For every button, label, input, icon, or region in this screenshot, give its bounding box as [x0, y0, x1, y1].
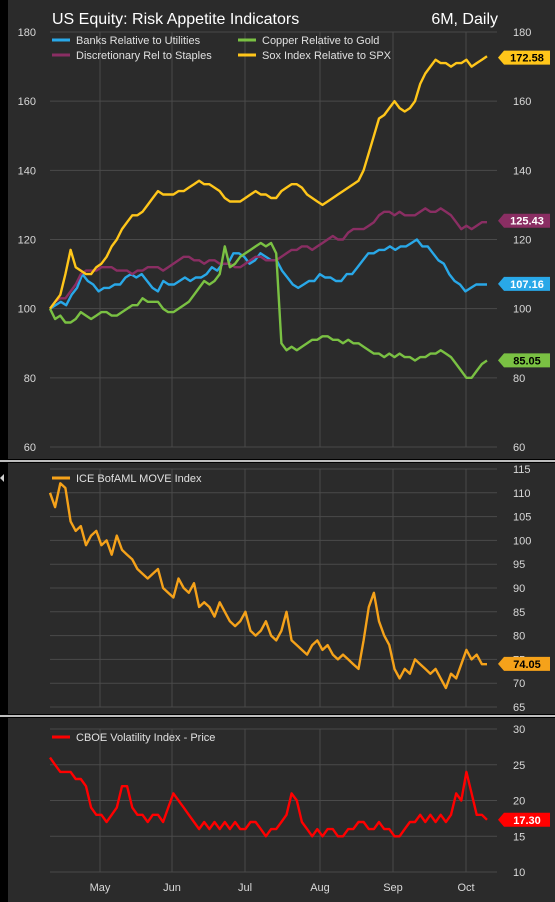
y-tick-label-right: 95 [513, 559, 525, 571]
last-value-label: 74.05 [513, 659, 541, 671]
x-tick-label: Sep [383, 882, 403, 894]
x-tick-label: May [90, 882, 111, 894]
y-tick-label-right: 80 [513, 631, 525, 643]
y-tick-label-right: 70 [513, 678, 525, 690]
series-line-cboe-volatility-index-price [49, 756, 488, 838]
y-tick-label-right: 140 [513, 165, 531, 177]
legend-label-move: ICE BofAML MOVE Index [76, 473, 202, 485]
panel-1-background [8, 0, 555, 459]
legend-label-discretionary: Discretionary Rel to Staples [76, 50, 212, 62]
x-tick-label: Oct [457, 882, 474, 894]
legend-label-sox: Sox Index Relative to SPX [262, 50, 392, 62]
legend-label-vix: CBOE Volatility Index - Price [76, 732, 215, 744]
last-value-tag [498, 656, 550, 671]
chart-title: US Equity: Risk Appetite Indicators [52, 11, 299, 28]
y-tick-label-left: 80 [24, 373, 36, 385]
last-value-tag [498, 50, 550, 65]
x-tick-label: Jun [163, 882, 181, 894]
y-tick-label-right: 85 [513, 607, 525, 619]
series-line-copper-relative-to-gold [48, 241, 488, 379]
y-tick-label-right: 30 [513, 724, 525, 736]
x-tick-label: Aug [310, 882, 330, 894]
collapse-arrow-icon[interactable] [0, 474, 4, 482]
y-tick-label-right: 80 [513, 373, 525, 385]
y-tick-label-right: 20 [513, 796, 525, 808]
legend-label-banks: Banks Relative to Utilities [76, 35, 201, 47]
y-tick-label-left: 160 [18, 96, 36, 108]
y-tick-label-left: 60 [24, 442, 36, 454]
last-value-label: 172.58 [510, 53, 544, 65]
x-tick-label: Jul [238, 882, 252, 894]
y-tick-label-right: 65 [513, 702, 525, 714]
y-tick-label-left: 180 [18, 27, 36, 39]
y-tick-label-right: 180 [513, 27, 531, 39]
last-value-tag [498, 812, 550, 827]
series-line-banks-relative-to-utilities [49, 238, 487, 310]
y-tick-label-left: 100 [18, 304, 36, 316]
y-tick-label-right: 160 [513, 96, 531, 108]
y-tick-label-right: 90 [513, 583, 525, 595]
y-tick-label-right: 100 [513, 304, 531, 316]
y-tick-label-right: 10 [513, 867, 525, 879]
last-value-tag [498, 213, 550, 228]
y-tick-label-right: 110 [513, 488, 531, 500]
y-tick-label-left: 120 [18, 235, 36, 247]
last-value-tag [498, 276, 550, 291]
last-value-label: 107.16 [510, 279, 544, 291]
series-line-discretionary-rel-to-staples [49, 207, 487, 310]
legend-panel-2: ICE BofAML MOVE Index [52, 473, 202, 485]
last-value-label: 85.05 [513, 355, 541, 367]
legend-label-copper: Copper Relative to Gold [262, 35, 379, 47]
y-tick-label-right: 25 [513, 760, 525, 772]
last-value-tag [498, 353, 550, 368]
legend-panel-3: CBOE Volatility Index - Price [52, 732, 215, 744]
y-tick-label-right: 120 [513, 235, 531, 247]
y-tick-label-left: 140 [18, 165, 36, 177]
legend-panel-1: Banks Relative to Utilities Discretionar… [52, 35, 392, 62]
panel-3-background [8, 718, 555, 902]
y-tick-label-right: 115 [513, 464, 531, 476]
last-value-label: 125.43 [510, 216, 544, 228]
chart-subtitle: 6M, Daily [431, 11, 498, 28]
y-tick-label-right: 100 [513, 535, 531, 547]
y-tick-label-right: 105 [513, 512, 531, 524]
series-line-sox-index-relative-to-spx [49, 55, 488, 310]
series-line-ice-bofaml-move-index [48, 482, 487, 690]
y-tick-label-right: 60 [513, 442, 525, 454]
last-value-label: 17.30 [513, 815, 541, 827]
y-tick-label-right: 15 [513, 831, 525, 843]
